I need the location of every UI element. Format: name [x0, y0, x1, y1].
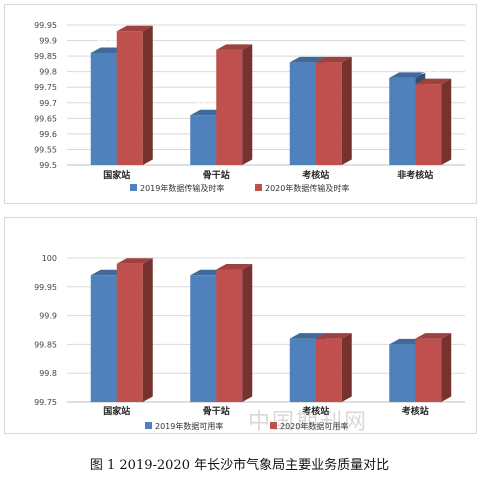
- y-tick-label: 99.95: [34, 21, 57, 30]
- bar-2019: [389, 344, 416, 402]
- data-label: 99.97: [96, 258, 119, 267]
- watermark-text: 中国期刊网: [248, 410, 369, 435]
- category-label: 国家站: [103, 169, 130, 181]
- y-tick-label: 99.55: [34, 145, 57, 154]
- bar-2019: [190, 115, 217, 165]
- bar-top: [289, 333, 326, 339]
- bar-2019: [289, 62, 316, 166]
- category-label: 非考核站: [397, 169, 433, 181]
- bar-top: [216, 44, 253, 50]
- bar-2020: [315, 338, 342, 402]
- data-label: 99.97: [196, 258, 219, 267]
- bar-2020: [315, 62, 342, 166]
- category-label: 国家站: [103, 405, 130, 417]
- data-label: 99.98: [222, 253, 245, 262]
- category-label: 考核站: [302, 405, 329, 417]
- chart-transmission-timeliness: 99.5 99.55 99.6 99.65 99.7 99.75 99.8 99.85 99.9…: [34, 14, 465, 193]
- category-label: 考核站: [402, 405, 429, 417]
- legend-label: 2019年数据传输及时率: [140, 183, 224, 193]
- data-label: 99.76: [421, 67, 444, 76]
- bar-side: [341, 56, 352, 166]
- bar-top: [415, 333, 452, 339]
- category-label: 骨干站: [203, 405, 230, 417]
- data-label: 99.86: [321, 322, 344, 331]
- legend-swatch: [130, 184, 137, 191]
- legend-swatch: [255, 184, 262, 191]
- bar-top: [315, 56, 352, 63]
- y-tick-label: 99.75: [34, 398, 57, 407]
- data-label: 99.78: [395, 61, 418, 70]
- bar-2019: [90, 275, 117, 402]
- bar-2019: [289, 338, 316, 402]
- category-label: 考核站: [302, 169, 329, 181]
- bar-2019: [90, 53, 117, 165]
- y-tick-label: 99.75: [34, 83, 57, 92]
- y-tick-label: 99.5: [39, 161, 57, 170]
- bar-2020: [116, 263, 143, 402]
- bar-side: [142, 258, 153, 402]
- data-label: 99.83: [295, 45, 318, 54]
- bar-2020: [415, 338, 442, 402]
- y-tick-label: 99.65: [34, 114, 57, 123]
- bar-2019: [389, 77, 416, 165]
- bar-side: [242, 264, 253, 402]
- bar-2020: [216, 49, 243, 166]
- bar-2019: [190, 275, 217, 402]
- chart-panel-availability: 99.75 99.8 99.85 99.9 99.95 100 99.97 99.99 国家站 9…: [4, 217, 477, 434]
- legend-swatch: [145, 422, 152, 429]
- data-label: 99.99: [122, 247, 145, 256]
- y-tick-label: 99.85: [34, 340, 57, 349]
- data-label: 99.87: [222, 33, 245, 42]
- bar-top: [315, 333, 352, 339]
- data-label: 99.86: [96, 36, 119, 45]
- bar-2020: [415, 84, 442, 165]
- y-tick-label: 99.85: [34, 52, 57, 61]
- bar-2020: [216, 269, 243, 402]
- data-label: 99.93: [122, 14, 145, 23]
- bar-2020: [116, 31, 143, 165]
- y-tick-label: 99.8: [39, 369, 57, 378]
- legend-label: 2020年数据传输及时率: [265, 183, 349, 193]
- legend-label: 2019年数据可用率: [155, 421, 223, 431]
- y-tick-label: 100: [42, 254, 57, 263]
- y-tick-label: 99.7: [39, 99, 57, 108]
- data-label: 99.83: [321, 45, 344, 54]
- bar-side: [441, 333, 452, 402]
- bar-top: [389, 72, 426, 78]
- category-label: 骨干站: [203, 169, 230, 181]
- bar-side: [142, 25, 153, 165]
- bar-side: [341, 333, 352, 402]
- bar-top: [216, 264, 253, 270]
- data-label: 99.86: [295, 322, 318, 331]
- chart-panel-transmission: 99.5 99.55 99.6 99.65 99.7 99.75 99.8 99.85 99.9…: [4, 4, 477, 204]
- legend-swatch: [270, 422, 277, 429]
- legend-label: 2020年数据可用率: [280, 421, 348, 431]
- bar-top: [116, 25, 153, 32]
- bar-side: [242, 44, 253, 166]
- y-tick-label: 99.9: [39, 37, 57, 46]
- bar-top: [415, 78, 452, 85]
- data-label: 99.86: [421, 322, 444, 331]
- bar-side: [441, 78, 452, 165]
- y-tick-label: 99.9: [39, 312, 57, 321]
- figure-caption: 图 1 2019-2020 年长沙市气象局主要业务质量对比: [89, 458, 390, 473]
- y-tick-label: 99.6: [39, 130, 57, 139]
- bar-top: [289, 56, 326, 63]
- bar-top: [116, 258, 153, 264]
- y-tick-label: 99.95: [34, 283, 57, 292]
- data-label: 99.66: [196, 98, 219, 107]
- data-label: 99.85: [395, 327, 418, 336]
- y-tick-label: 99.8: [39, 68, 57, 77]
